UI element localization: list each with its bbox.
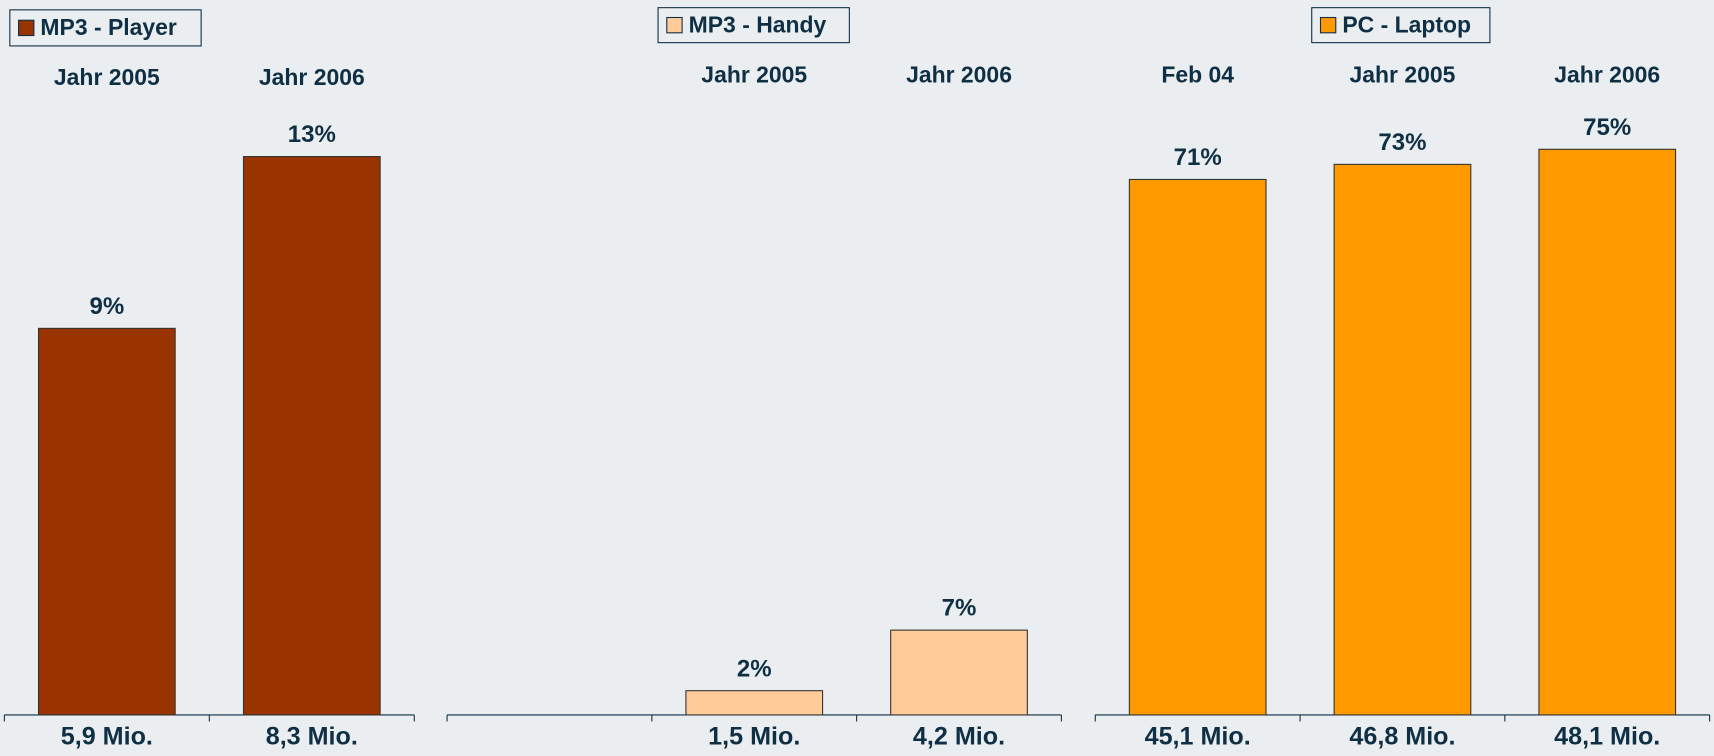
legend-label: PC - Laptop (1342, 11, 1471, 37)
bar (1333, 163, 1472, 716)
bar (1128, 178, 1267, 716)
legend-swatch (1319, 16, 1337, 34)
category-label: Jahr 2005 (54, 64, 160, 90)
count-label: 45,1 Mio. (1145, 723, 1251, 751)
value-label: 71% (1174, 144, 1222, 171)
legend-swatch (666, 16, 683, 34)
bar (685, 690, 824, 716)
count-label: 8,3 Mio. (266, 723, 358, 751)
legend-box (1311, 7, 1491, 44)
bar (37, 327, 176, 716)
legend-box (9, 9, 202, 47)
count-label: 1,5 Mio. (708, 723, 800, 751)
value-label: 73% (1378, 129, 1426, 156)
category-label: Jahr 2006 (906, 62, 1012, 88)
bar (1538, 148, 1677, 716)
value-label: 7% (942, 595, 977, 622)
value-label: 9% (89, 293, 124, 320)
category-label: Feb 04 (1161, 62, 1234, 88)
value-label: 13% (288, 121, 336, 148)
legend-swatch (18, 19, 35, 37)
legend-label: MP3 - Handy (689, 11, 827, 37)
count-label: 4,2 Mio. (913, 723, 1005, 751)
count-label: 46,8 Mio. (1349, 723, 1455, 751)
category-label: Jahr 2005 (701, 62, 807, 88)
count-label: 5,9 Mio. (61, 723, 153, 751)
value-label: 75% (1583, 114, 1631, 141)
legend-label: MP3 - Player (40, 14, 176, 40)
category-label: Jahr 2005 (1350, 62, 1456, 88)
bar (890, 629, 1028, 716)
value-label: 2% (737, 655, 772, 682)
legend-box (657, 7, 850, 44)
category-label: Jahr 2006 (259, 64, 365, 90)
bar (242, 156, 381, 716)
count-label: 48,1 Mio. (1554, 723, 1660, 751)
category-label: Jahr 2006 (1554, 62, 1660, 88)
